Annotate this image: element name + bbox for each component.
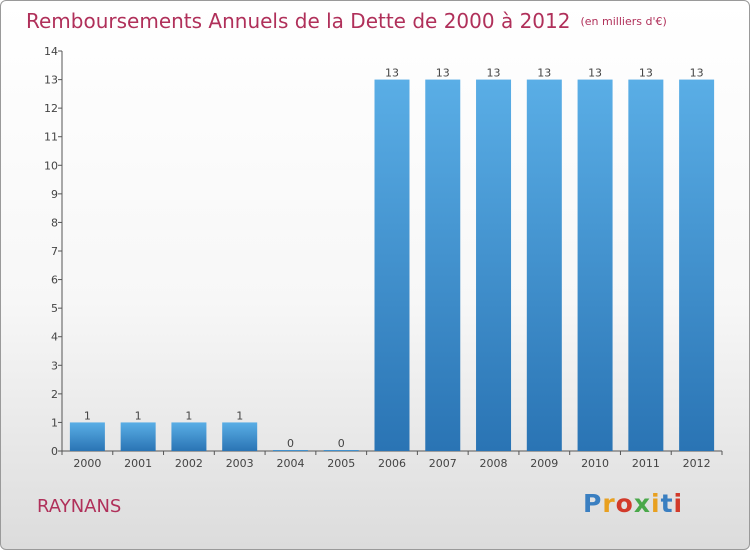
bar xyxy=(222,422,258,451)
bar-value-label: 1 xyxy=(84,409,91,422)
x-tick-label: 2002 xyxy=(175,457,203,470)
x-tick-label: 2004 xyxy=(276,457,304,470)
bar xyxy=(526,79,562,452)
logo-letter: P xyxy=(583,489,603,518)
y-tick-label: 11 xyxy=(44,131,58,144)
x-tick-label: 2001 xyxy=(124,457,152,470)
x-tick-label: 2011 xyxy=(632,457,660,470)
data-labels: 1 1 1 1 0 0 13 13 13 13 13 13 13 xyxy=(84,67,704,450)
y-tick-label: 14 xyxy=(44,45,58,58)
x-axis: 2000 2001 2002 2003 2004 2005 2006 2007 2008 2009… xyxy=(61,450,723,470)
chart-title: Remboursements Annuels de la Dette de 20… xyxy=(26,9,667,33)
chart-title-text: Remboursements Annuels de la Dette de 20… xyxy=(26,9,571,33)
bar xyxy=(272,450,308,451)
logo-letter: i xyxy=(651,489,661,518)
y-tick-label: 2 xyxy=(51,388,58,401)
x-tick-label: 2010 xyxy=(581,457,609,470)
bar-value-label: 0 xyxy=(338,437,345,450)
y-tick-label: 7 xyxy=(51,245,58,258)
bar xyxy=(171,422,207,451)
place-name: RAYNANS xyxy=(37,496,122,517)
y-tick-label: 4 xyxy=(51,331,58,344)
proxiti-logo: Proxiti xyxy=(583,489,683,518)
bar xyxy=(425,79,461,452)
chart-unit: (en milliers d'€) xyxy=(580,15,667,28)
y-tick-label: 6 xyxy=(51,274,58,287)
bar-value-label: 0 xyxy=(287,437,294,450)
bar-value-label: 1 xyxy=(135,409,142,422)
y-tick-label: 8 xyxy=(51,216,58,229)
bars xyxy=(69,79,715,452)
bar-value-label: 13 xyxy=(639,67,653,80)
bar-value-label: 13 xyxy=(487,67,501,80)
bar xyxy=(120,422,156,451)
bar-value-label: 13 xyxy=(436,67,450,80)
bar-value-label: 13 xyxy=(588,67,602,80)
x-tick-label: 2005 xyxy=(327,457,355,470)
y-tick-label: 1 xyxy=(51,416,58,429)
bar-value-label: 13 xyxy=(537,67,551,80)
bar-value-label: 1 xyxy=(185,409,192,422)
x-tick-label: 2006 xyxy=(378,457,406,470)
x-tick-label: 2003 xyxy=(226,457,254,470)
logo-letter: r xyxy=(602,489,616,518)
y-tick-label: 5 xyxy=(51,302,58,315)
logo-letter: t xyxy=(660,489,674,518)
logo-letter: o xyxy=(615,489,634,518)
y-tick-label: 9 xyxy=(51,188,58,201)
bar-value-label: 13 xyxy=(385,67,399,80)
x-tick-label: 2007 xyxy=(429,457,457,470)
logo-letter: i xyxy=(673,489,684,518)
bar-value-label: 1 xyxy=(236,409,243,422)
logo-letter: x xyxy=(633,489,651,518)
bar xyxy=(69,422,105,451)
bar xyxy=(679,79,715,452)
y-tick-label: 10 xyxy=(44,159,58,172)
y-tick-label: 12 xyxy=(44,102,58,115)
y-tick-label: 13 xyxy=(44,74,58,87)
bar xyxy=(374,79,410,452)
bar xyxy=(628,79,664,452)
bar xyxy=(476,79,512,452)
bar xyxy=(323,450,359,451)
y-tick-label: 3 xyxy=(51,359,58,372)
x-tick-label: 2000 xyxy=(73,457,101,470)
y-tick-label: 0 xyxy=(51,445,58,458)
bar xyxy=(577,79,613,452)
x-tick-label: 2009 xyxy=(530,457,558,470)
bar-value-label: 13 xyxy=(690,67,704,80)
x-tick-label: 2012 xyxy=(683,457,711,470)
x-tick-label: 2008 xyxy=(480,457,508,470)
